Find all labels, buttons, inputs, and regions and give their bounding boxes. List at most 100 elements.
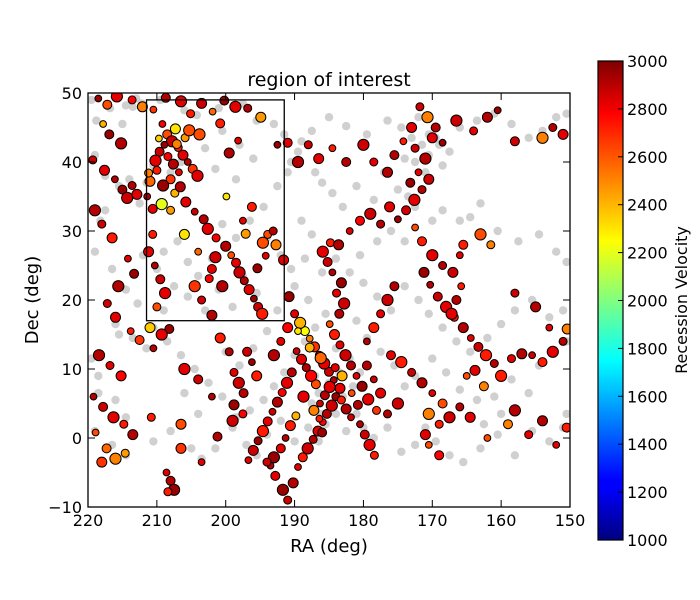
background-point	[431, 437, 440, 446]
data-point	[474, 228, 487, 241]
data-point	[356, 420, 364, 429]
data-point	[143, 192, 152, 201]
colorbar-ticks: 1000 1200 1400 1600 1800 2000 2200 2400 2600 2800…	[618, 52, 668, 550]
data-point	[457, 282, 466, 291]
data-point	[389, 281, 400, 292]
data-point	[165, 174, 176, 185]
data-point	[178, 362, 191, 376]
background-point	[352, 316, 361, 325]
data-point	[275, 443, 286, 454]
background-point	[218, 392, 227, 401]
data-point	[372, 405, 381, 415]
data-point	[334, 308, 345, 319]
data-point	[405, 177, 416, 188]
background-point	[455, 216, 464, 225]
data-point	[174, 181, 186, 193]
data-point	[462, 372, 471, 380]
background-point	[545, 437, 554, 446]
background-point	[118, 119, 127, 129]
data-point	[464, 411, 476, 423]
data-point	[426, 249, 439, 262]
colorbar-tick-label: 2200	[627, 244, 668, 263]
data-point	[489, 359, 499, 368]
data-point	[336, 395, 346, 405]
data-point	[175, 168, 183, 177]
data-point	[92, 349, 106, 362]
data-point	[428, 389, 437, 398]
data-point	[558, 336, 568, 346]
y-axis-label: Dec (deg)	[22, 256, 43, 345]
data-point	[447, 266, 459, 278]
colorbar-tick-label: 1200	[627, 483, 668, 502]
data-point	[167, 158, 179, 170]
x-tick-label: 220	[73, 511, 104, 530]
background-point	[311, 168, 320, 177]
background-point	[369, 195, 378, 205]
data-point	[321, 408, 332, 419]
data-point	[325, 399, 338, 412]
data-point	[369, 375, 378, 384]
data-point	[188, 280, 201, 293]
background-point	[338, 202, 347, 212]
data-point	[250, 294, 258, 303]
background-point	[359, 278, 368, 287]
data-point	[178, 228, 190, 240]
data-point	[438, 138, 447, 147]
background-point	[376, 347, 385, 356]
background-point	[304, 295, 313, 305]
data-point	[159, 287, 172, 300]
data-point	[169, 123, 181, 135]
background-point	[166, 426, 175, 436]
data-point	[408, 193, 421, 206]
data-point	[204, 274, 214, 284]
background-point	[331, 254, 341, 263]
background-point	[562, 109, 570, 118]
data-point	[363, 337, 371, 346]
background-point	[507, 119, 516, 129]
data-point	[253, 436, 263, 446]
background-point	[307, 230, 316, 239]
data-point	[419, 429, 431, 441]
background-point	[269, 382, 279, 391]
background-point	[190, 364, 199, 374]
data-point	[345, 227, 354, 235]
background-point	[111, 395, 120, 405]
data-point	[473, 341, 484, 352]
data-point	[314, 351, 327, 365]
background-point	[331, 409, 341, 419]
data-point	[364, 207, 377, 220]
data-point	[209, 251, 222, 264]
data-point	[346, 360, 356, 371]
data-point	[175, 442, 187, 454]
data-point	[322, 257, 333, 267]
data-point	[286, 367, 297, 378]
data-point	[426, 280, 435, 289]
data-point	[201, 222, 214, 235]
data-point	[536, 131, 549, 144]
data-point	[328, 144, 337, 153]
data-point	[335, 340, 345, 350]
x-tick-label: 200	[210, 511, 241, 530]
background-point	[121, 413, 131, 422]
data-point	[196, 97, 208, 109]
data-point	[416, 377, 428, 389]
x-axis-label: RA (deg)	[290, 536, 368, 557]
data-point	[102, 299, 112, 308]
data-point	[111, 175, 119, 184]
background-point	[455, 385, 464, 394]
background-point	[348, 382, 358, 391]
data-point	[458, 239, 469, 250]
data-point	[177, 149, 189, 161]
background-point	[194, 409, 203, 419]
data-point	[434, 419, 444, 429]
data-point	[363, 438, 376, 451]
background-point	[345, 268, 354, 277]
data-point	[329, 329, 340, 340]
data-point	[334, 382, 346, 394]
data-point	[124, 254, 132, 263]
data-point	[510, 288, 520, 298]
background-point	[269, 119, 279, 129]
data-point	[323, 380, 336, 393]
colorbar-tick-label: 2800	[627, 100, 668, 119]
data-point	[143, 246, 155, 258]
